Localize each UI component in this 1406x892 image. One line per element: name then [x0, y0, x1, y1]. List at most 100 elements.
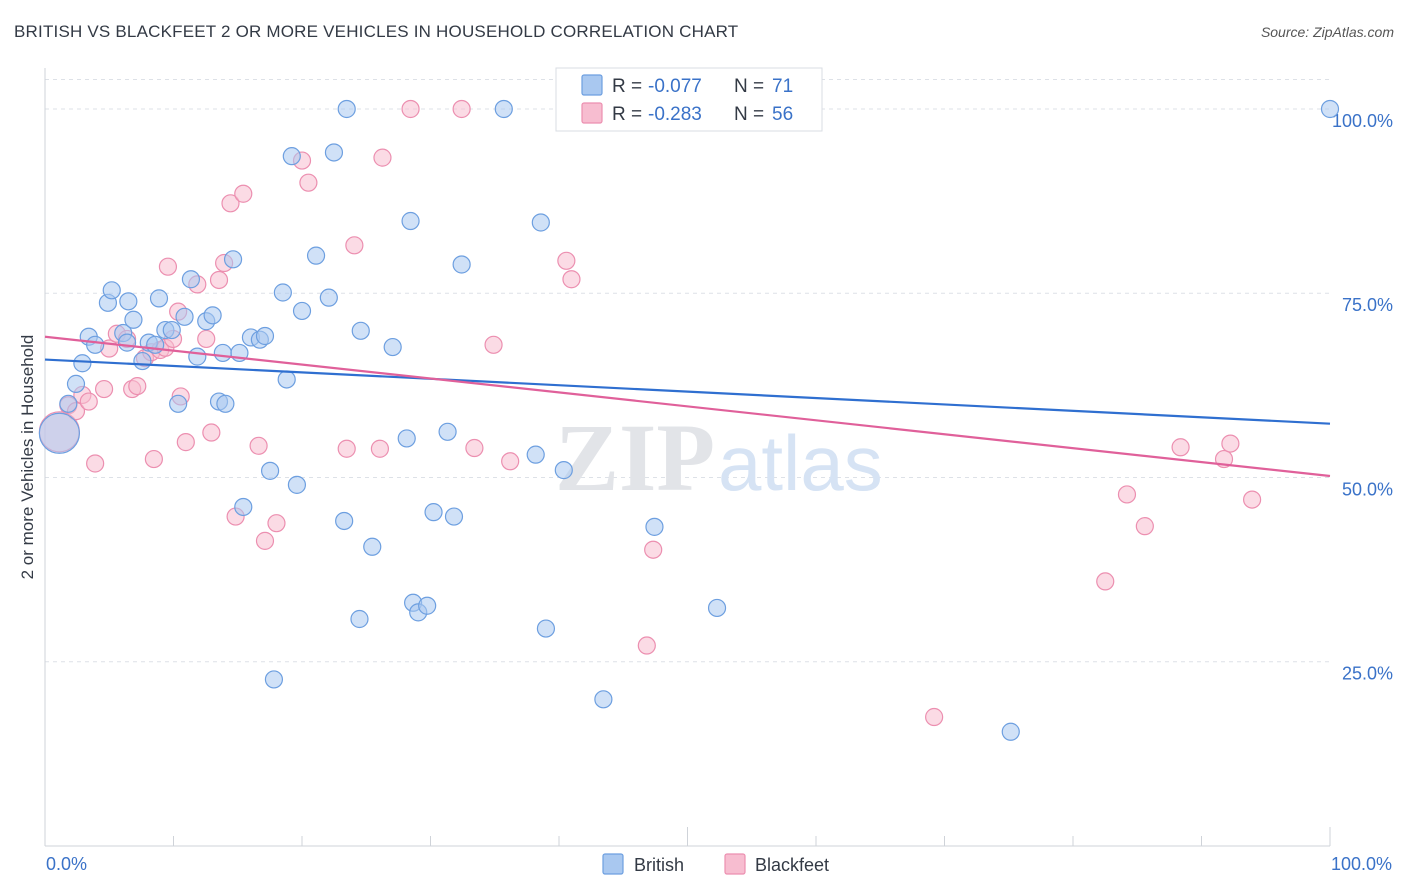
y-tick-label-50: 50.0% [1342, 479, 1393, 499]
british-point-19 [175, 307, 194, 326]
watermark-zip: ZIP [555, 404, 715, 511]
blackfeet-legend-label: Blackfeet [755, 855, 829, 875]
british-n-value: 71 [772, 76, 793, 97]
british-point-25 [213, 343, 232, 363]
british-point-0 [38, 412, 80, 454]
british-point-26 [216, 394, 235, 413]
british-point-59 [526, 445, 545, 464]
series-legend: British Blackfeet [602, 853, 829, 875]
trend-lines [44, 335, 1331, 478]
british-r-label: R = [612, 76, 642, 97]
british-point-61 [536, 619, 556, 638]
blackfeet-point-25 [209, 270, 229, 290]
british-point-46 [351, 321, 370, 340]
blackfeet-point-5 [86, 454, 105, 473]
british-point-20 [181, 270, 201, 289]
x-tick-label-min: 0.0% [46, 854, 87, 874]
british-point-62 [554, 461, 573, 480]
british-point-60 [531, 213, 550, 232]
blackfeet-n-value: 56 [772, 104, 793, 125]
british-point-50 [401, 211, 420, 231]
british-point-18 [169, 394, 188, 413]
blackfeet-point-43 [501, 452, 520, 471]
british-point-66 [1001, 722, 1020, 741]
blackfeet-legend-swatch [581, 102, 603, 124]
watermark: ZIP atlas [555, 404, 883, 511]
blackfeet-point-14 [144, 449, 163, 469]
british-point-34 [264, 670, 284, 689]
british-point-9 [117, 333, 137, 352]
british-point-10 [119, 292, 138, 311]
british-bottom-swatch [602, 853, 624, 875]
blackfeet-point-32 [267, 514, 286, 533]
blackfeet-point-17 [158, 257, 178, 276]
blackfeet-point-44 [557, 251, 576, 270]
y-tick-label-100: 100.0% [1332, 111, 1393, 131]
british-point-67 [1320, 99, 1340, 119]
blackfeet-point-39 [401, 99, 420, 119]
watermark-atlas: atlas [718, 419, 883, 507]
british-point-17 [162, 320, 181, 340]
british-point-29 [234, 497, 253, 517]
british-point-27 [223, 250, 243, 269]
british-point-57 [452, 255, 471, 274]
blackfeet-point-54 [1221, 434, 1240, 453]
blackfeet-bottom-swatch [724, 853, 746, 875]
blackfeet-point-49 [1096, 572, 1115, 591]
blackfeet-point-51 [1135, 517, 1154, 536]
blackfeet-point-24 [202, 423, 221, 442]
x-tick-label-max: 100.0% [1331, 854, 1392, 874]
y-tick-label-75: 75.0% [1342, 295, 1393, 315]
blackfeet-trend-line [44, 335, 1331, 478]
british-point-21 [188, 347, 207, 366]
british-n-label: N = [734, 76, 764, 97]
british-point-48 [383, 337, 402, 357]
british-point-54 [424, 503, 443, 522]
british-point-53 [418, 596, 437, 615]
blackfeet-point-41 [465, 438, 484, 458]
blackfeet-point-6 [94, 379, 114, 399]
british-point-44 [337, 99, 356, 119]
british-point-2 [66, 374, 86, 393]
blackfeet-point-11 [128, 377, 147, 396]
blackfeet-point-52 [1171, 438, 1190, 457]
british-r-value: -0.077 [648, 76, 702, 97]
british-point-56 [444, 507, 464, 526]
blackfeet-point-29 [234, 184, 253, 203]
blackfeet-point-34 [299, 173, 318, 192]
british-point-58 [494, 99, 513, 119]
blackfeet-point-40 [452, 99, 471, 119]
british-point-35 [273, 283, 292, 302]
y-axis-label: 2 or more Vehicles in Household [18, 335, 37, 580]
british-point-42 [324, 143, 344, 162]
british-point-41 [319, 288, 338, 307]
blackfeet-r-label: R = [612, 104, 642, 125]
blackfeet-point-21 [176, 433, 195, 452]
british-point-14 [146, 335, 165, 354]
blackfeet-n-label: N = [734, 104, 764, 125]
blackfeet-point-31 [255, 531, 275, 550]
british-point-3 [73, 354, 92, 373]
blackfeet-point-37 [370, 439, 390, 458]
blackfeet-point-27 [221, 194, 240, 213]
grid [45, 79, 1330, 663]
stats-legend: R = -0.077 N = 71 R = -0.283 N = 56 [555, 67, 823, 132]
british-point-38 [287, 475, 307, 494]
blackfeet-point-4 [79, 392, 98, 411]
british-point-45 [350, 609, 369, 629]
british-point-33 [260, 461, 280, 480]
blackfeet-point-42 [484, 335, 503, 354]
blackfeet-point-55 [1243, 490, 1262, 509]
blackfeet-r-value: -0.283 [648, 104, 702, 125]
british-point-64 [645, 517, 664, 536]
british-point-37 [282, 147, 301, 166]
x-axis-ticks [44, 827, 1331, 846]
british-point-32 [255, 326, 275, 346]
british-point-7 [102, 281, 121, 300]
british-point-36 [277, 370, 296, 389]
blackfeet-point-38 [373, 148, 392, 167]
british-point-1 [59, 394, 78, 413]
british-point-11 [124, 310, 143, 329]
source-credit: Source: ZipAtlas.com [1260, 24, 1394, 40]
